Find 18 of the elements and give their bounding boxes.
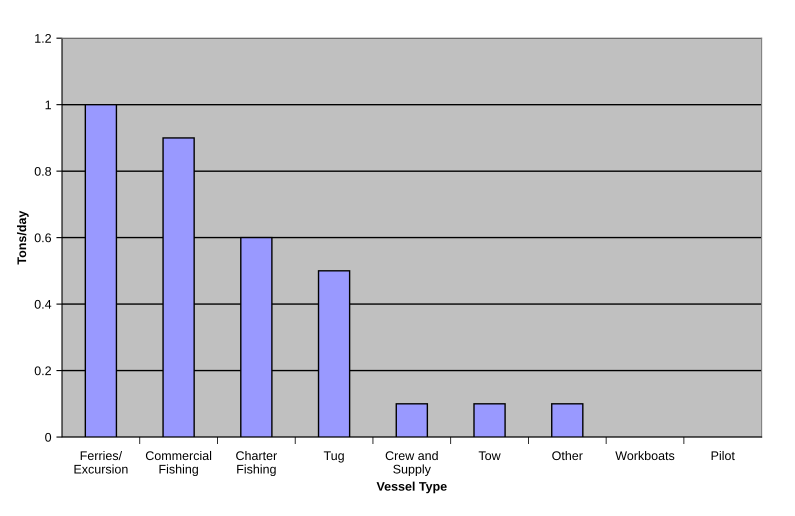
y-tick-label: 0.4: [34, 300, 52, 309]
x-tick-label: Charter Fishing: [236, 450, 277, 476]
x-tick-label: Other: [552, 450, 583, 460]
x-tick-label: Ferries/ Excursion: [74, 450, 128, 474]
x-tick-label: Crew and Supply: [386, 450, 438, 476]
x-tick-label: Tug: [324, 451, 344, 463]
x-axis-title: Vessel Type: [376, 482, 447, 494]
y-tick-label: 1: [46, 100, 51, 110]
y-axis-title: Tons/day: [17, 210, 29, 264]
y-tick-label: 0.6: [34, 233, 52, 242]
x-tick-label: Tow: [478, 451, 501, 460]
y-tick-label: 1.2: [35, 34, 51, 43]
y-tick-label: 0.8: [34, 166, 52, 176]
x-tick-label: Workboats: [615, 450, 674, 460]
x-tick-label: Pilot: [712, 450, 735, 460]
x-tick-label: Commercial Fishing: [146, 450, 212, 476]
y-tick-label: 0.2: [34, 366, 51, 376]
y-tick-label: 0: [45, 432, 52, 442]
